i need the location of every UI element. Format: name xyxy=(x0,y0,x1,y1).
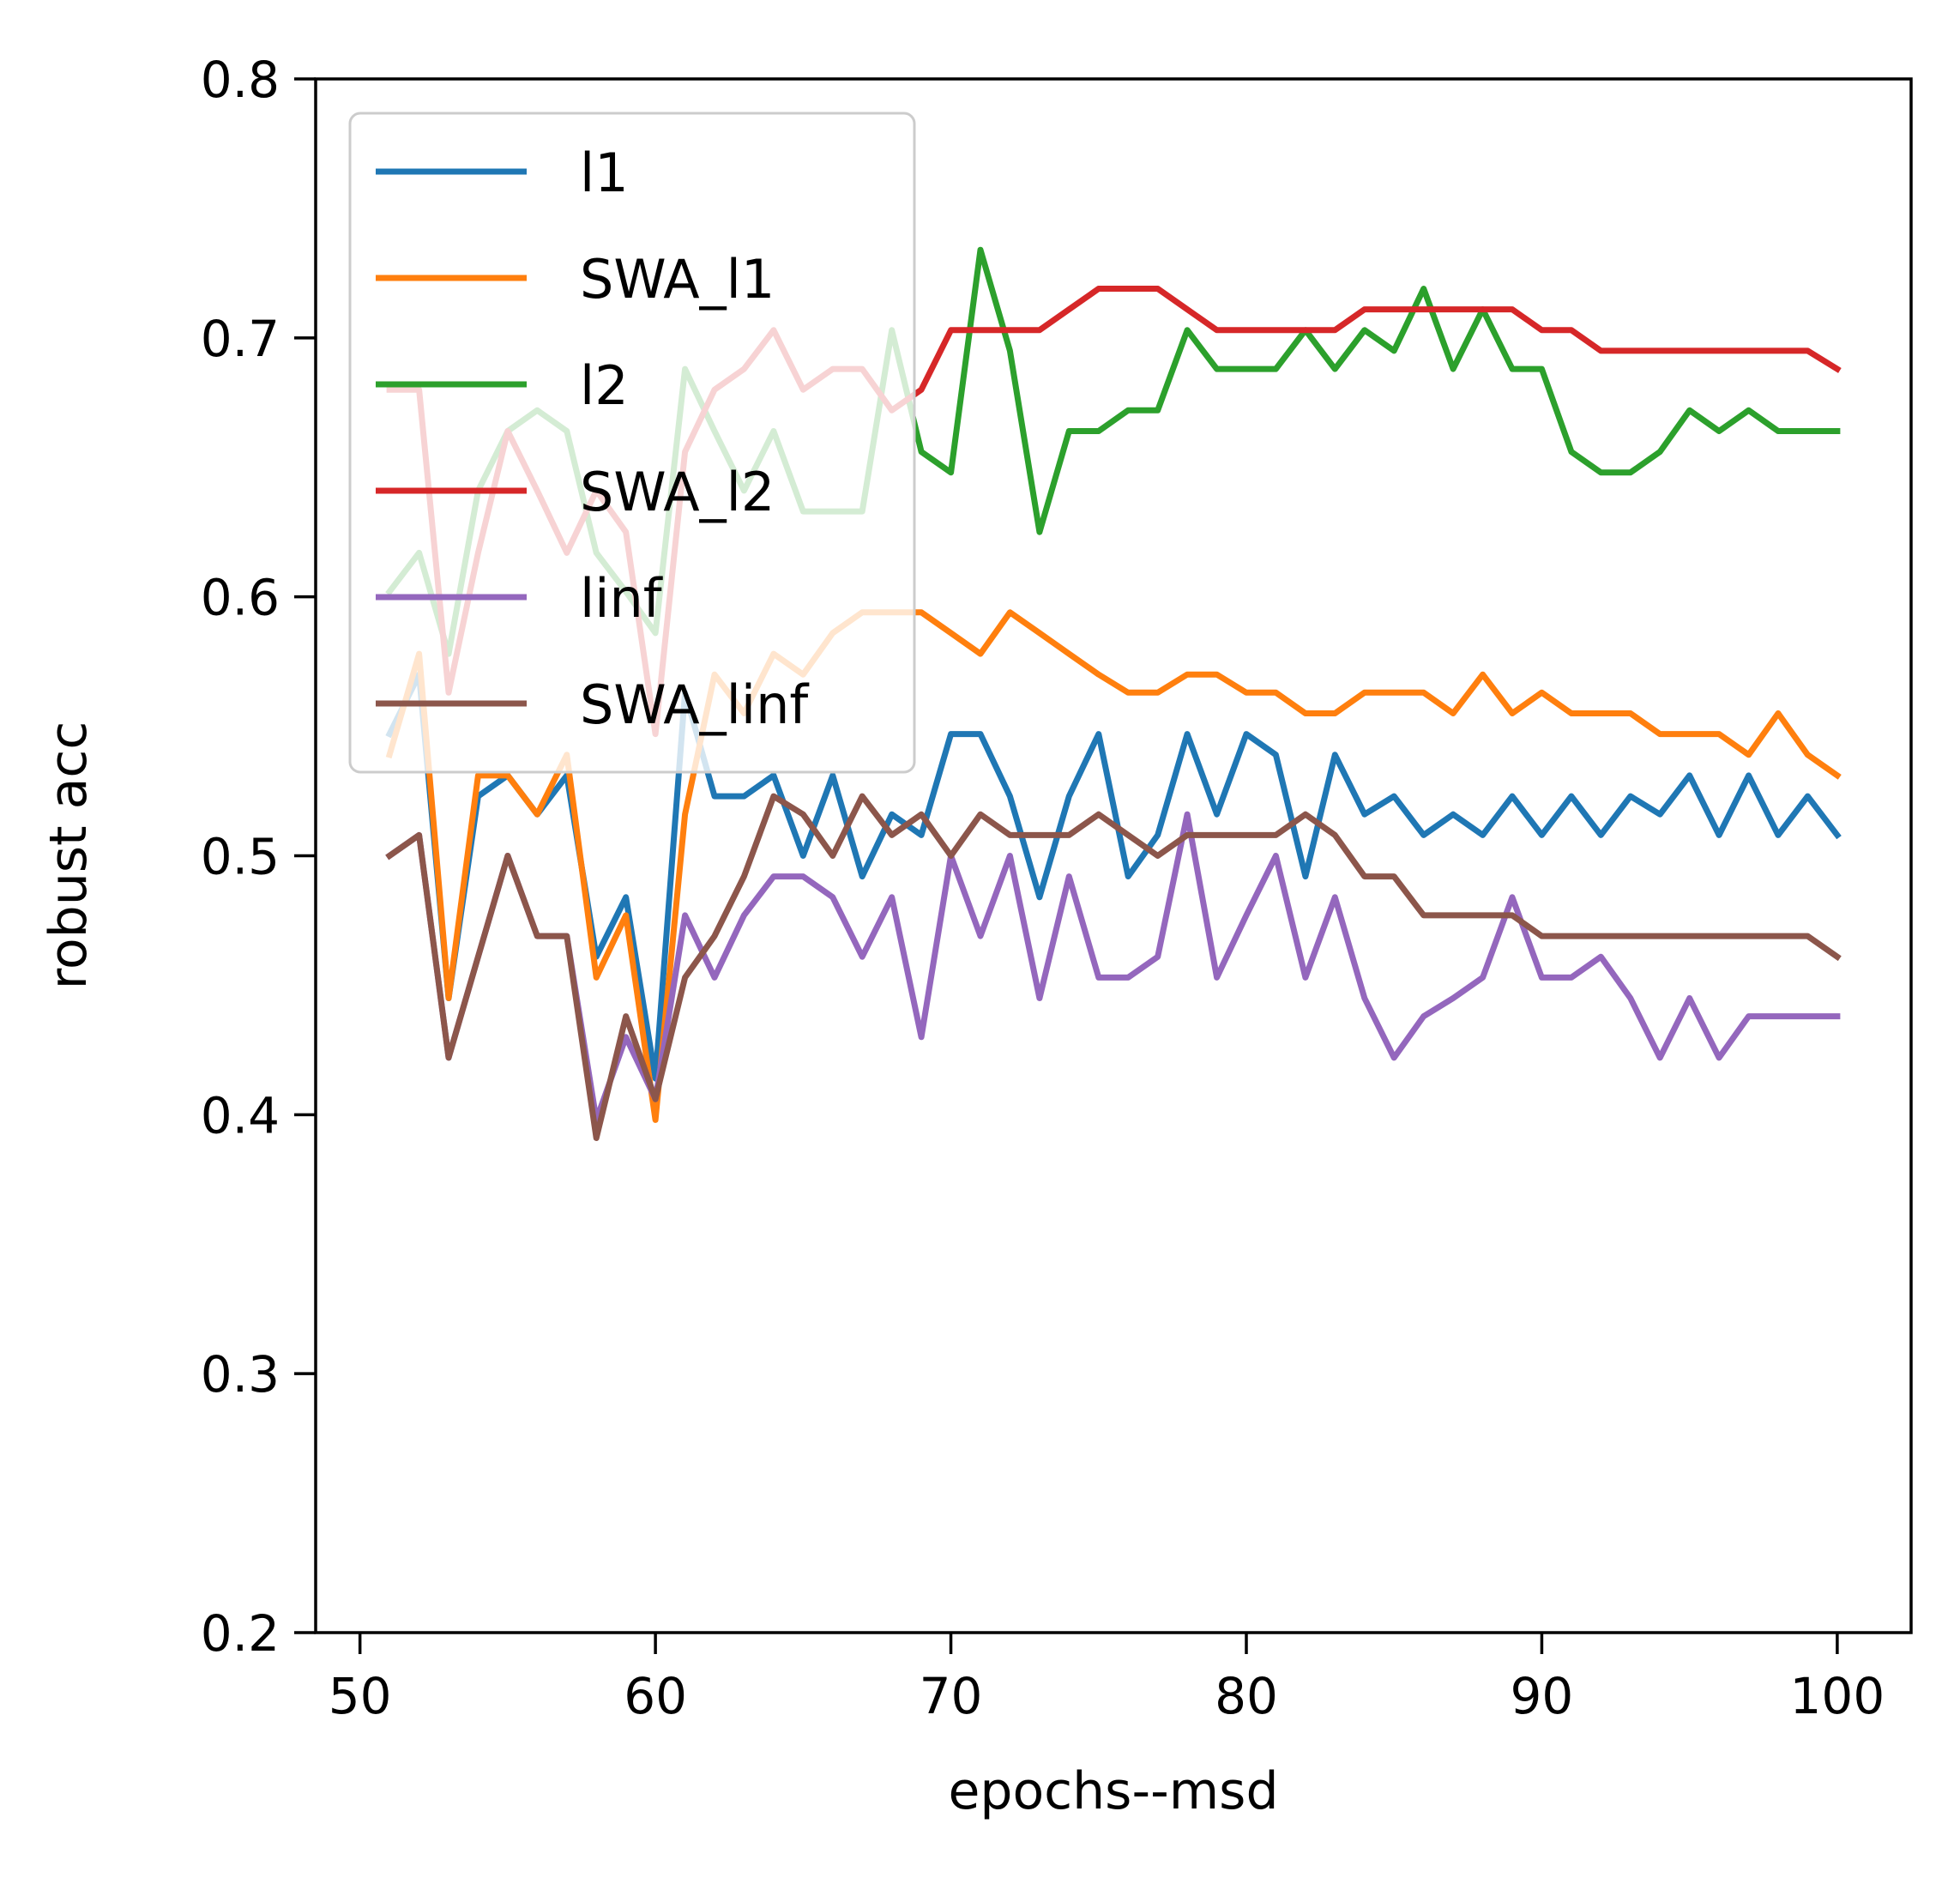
y-tick-label: 0.2 xyxy=(201,1604,280,1663)
legend-label-swa-linf: SWA_linf xyxy=(580,673,810,736)
series-line-l1 xyxy=(385,671,1842,1082)
x-axis-label: epochs--msd xyxy=(948,1761,1278,1821)
x-tick-label: 100 xyxy=(1790,1667,1885,1725)
y-tick-label: 0.5 xyxy=(201,828,280,886)
legend-label-l2: l2 xyxy=(580,354,629,417)
y-tick-label: 0.4 xyxy=(201,1086,280,1144)
legend-label-swa-l2: SWA_l2 xyxy=(580,461,775,523)
y-axis-label: robust acc xyxy=(39,722,99,990)
x-tick-label: 90 xyxy=(1511,1667,1574,1725)
x-tick-label: 50 xyxy=(329,1667,392,1725)
legend-label-linf: linf xyxy=(580,567,664,630)
legend-label-l1: l1 xyxy=(580,142,629,204)
series-line-linf xyxy=(385,811,1841,1123)
plot-frame xyxy=(314,77,1913,1634)
x-tick-label: 60 xyxy=(624,1667,687,1725)
y-ticks: 0.2 0.3 0.4 0.5 0.6 0.7 0.8 xyxy=(201,51,316,1663)
series-line-swa-l1 xyxy=(385,609,1842,1123)
x-tick-label: 70 xyxy=(920,1667,983,1725)
y-tick-label: 0.8 xyxy=(201,51,280,109)
x-ticks: 50 60 70 80 90 100 xyxy=(329,1633,1885,1725)
series-line-swa-linf xyxy=(385,793,1842,1141)
legend-label-swa-l1: SWA_l1 xyxy=(580,248,775,311)
y-tick-label: 0.7 xyxy=(201,310,280,368)
x-tick-label: 80 xyxy=(1215,1667,1278,1725)
y-tick-label: 0.3 xyxy=(201,1345,280,1404)
y-tick-label: 0.6 xyxy=(201,569,280,627)
